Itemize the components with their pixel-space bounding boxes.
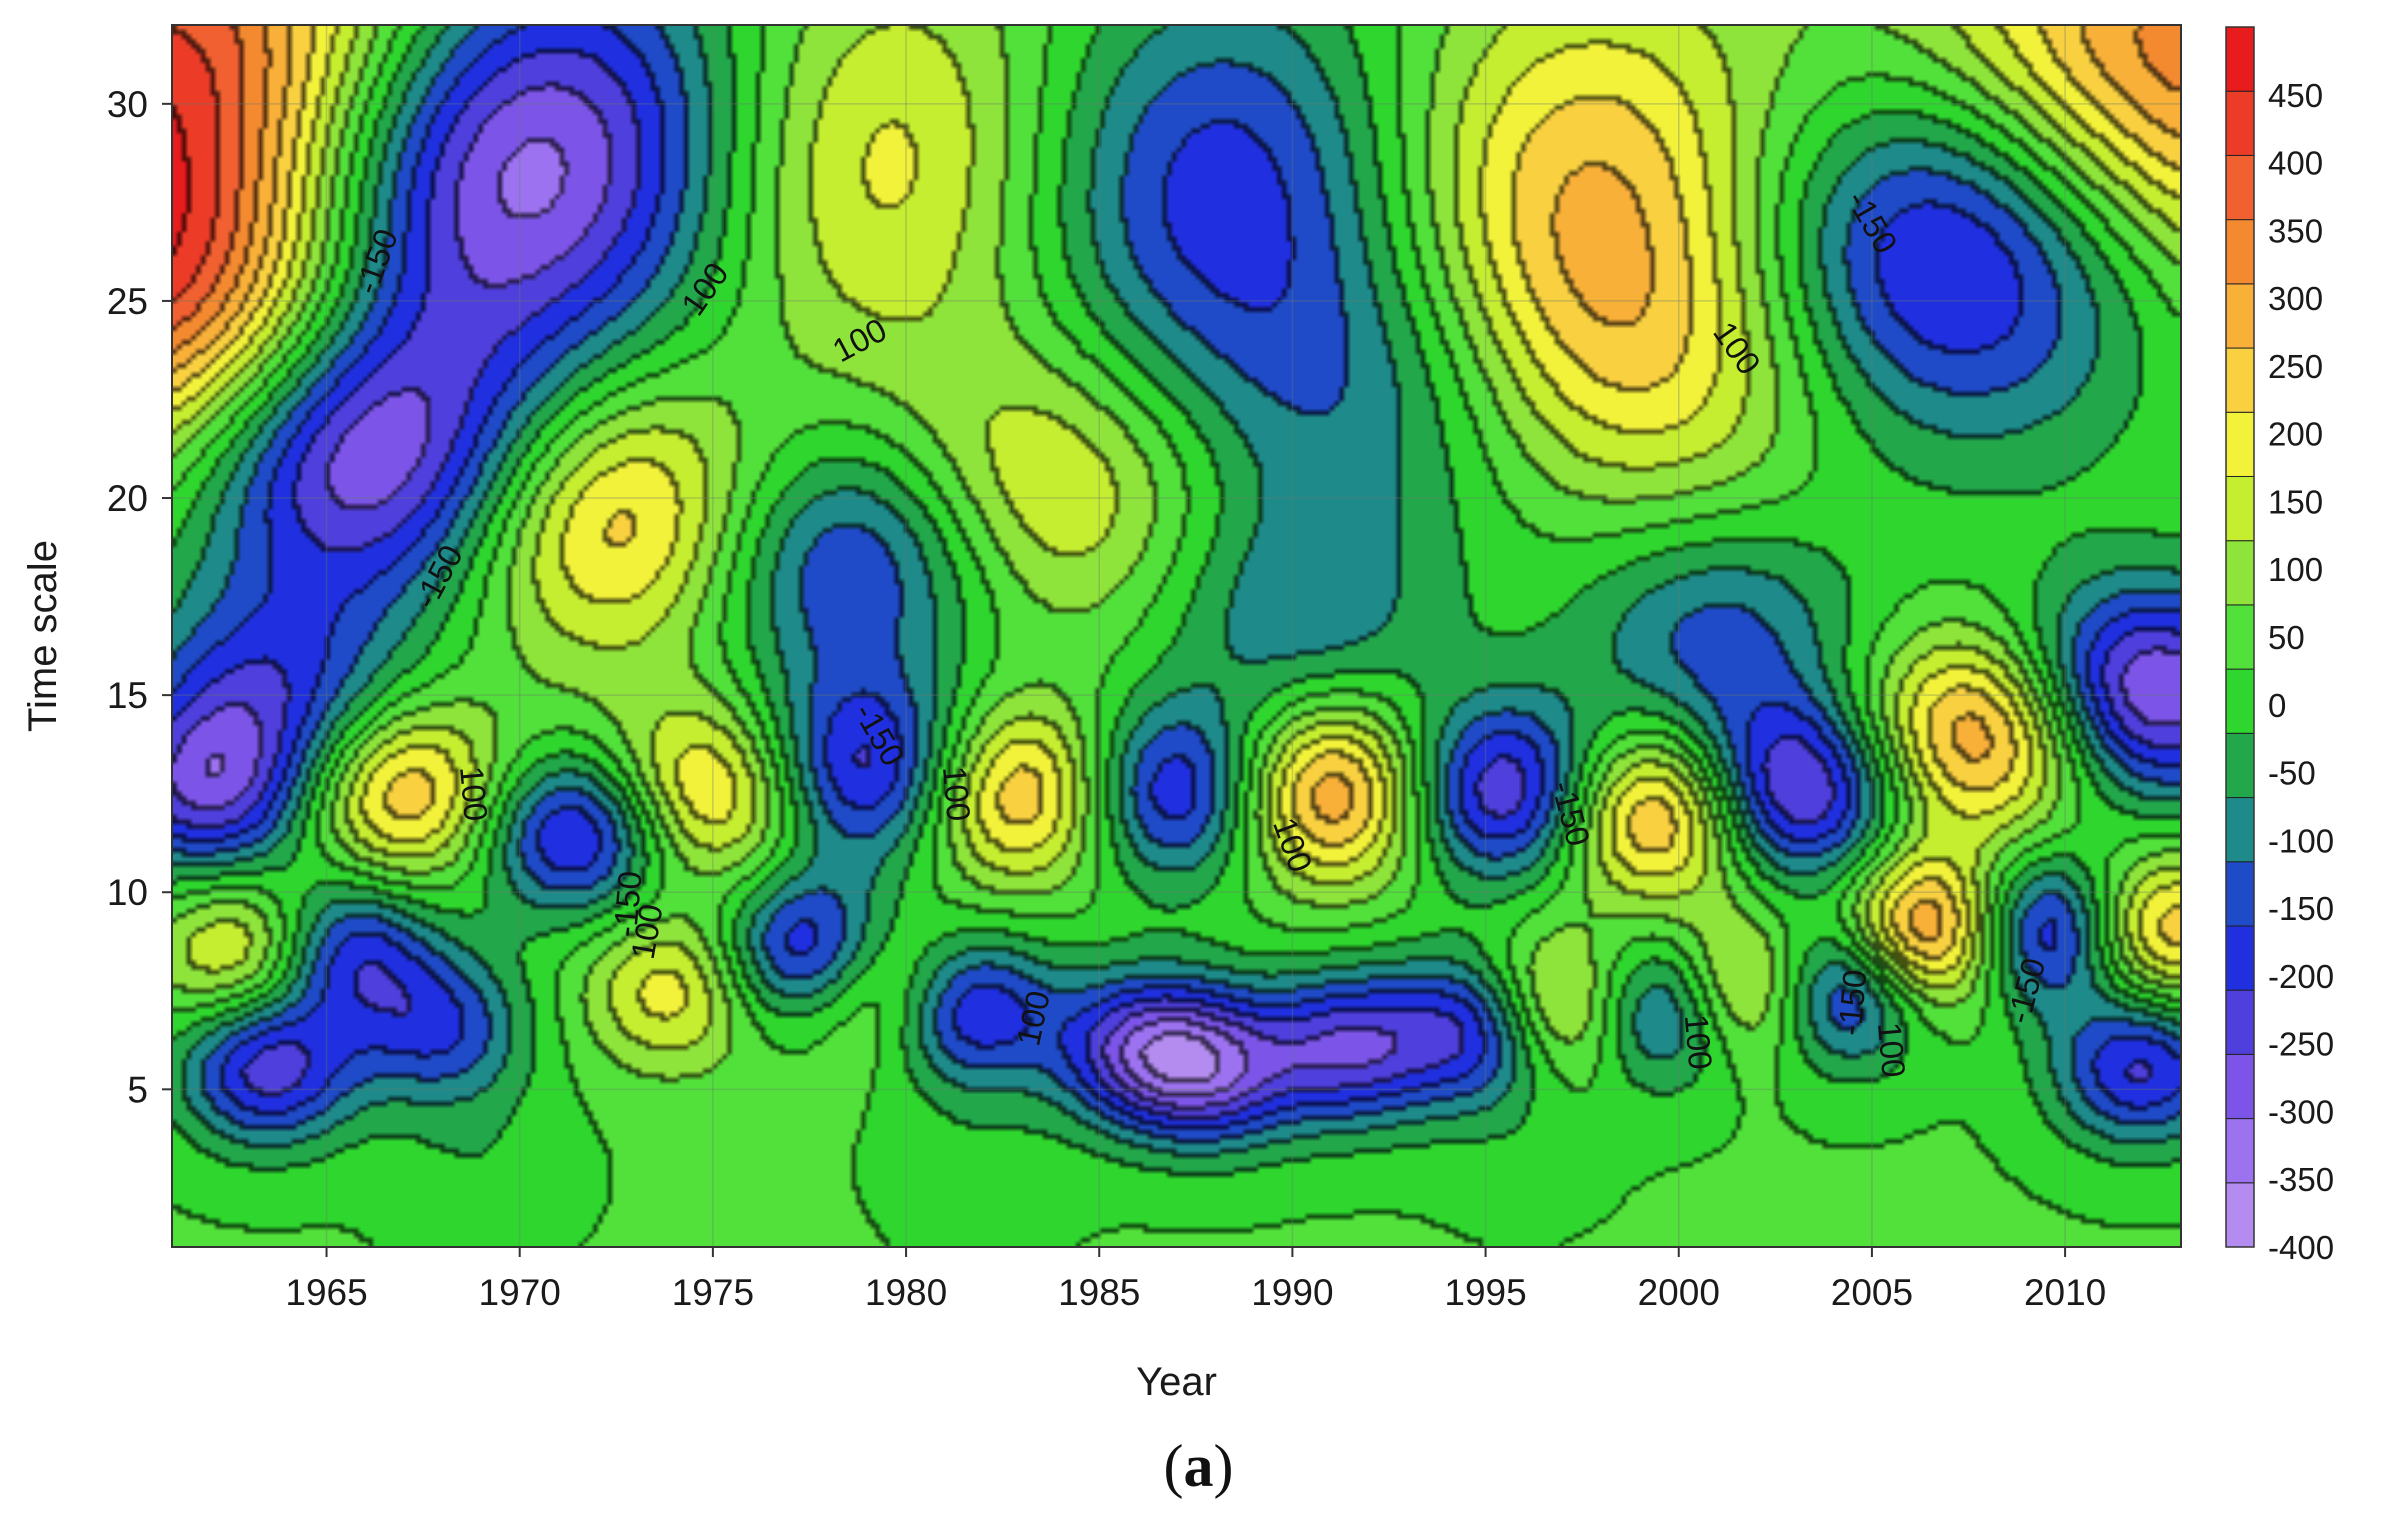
x-tick-label: 1985 (1058, 1272, 1140, 1313)
y-tick-label: 25 (107, 281, 148, 322)
x-tick-label: 1995 (1444, 1272, 1526, 1313)
colorbar-band (2225, 475, 2255, 542)
caption-close: ) (1213, 1433, 1234, 1499)
colorbar-tick-label: 100 (2268, 551, 2323, 588)
y-tick-label: 20 (107, 478, 148, 519)
colorbar-tick-label: 0 (2268, 687, 2286, 724)
colorbar-tick-label: 50 (2268, 619, 2305, 656)
colorbar-tick-label: 200 (2268, 416, 2323, 453)
colorbar-band (2225, 1182, 2255, 1248)
colorbar-tick-label: -200 (2268, 958, 2334, 995)
colorbar-band (2225, 1118, 2255, 1184)
colorbar-band (2225, 1053, 2255, 1120)
colorbar-band (2225, 411, 2255, 477)
x-axis-title: Year (1136, 1360, 1217, 1404)
colorbar-tick-label: -100 (2268, 822, 2334, 859)
colorbar-tick-label: 250 (2268, 348, 2323, 385)
colorbar-band (2225, 732, 2255, 799)
contour-fill (172, 25, 2181, 1247)
x-tick-label: 2000 (1638, 1272, 1720, 1313)
plot-area (172, 25, 2181, 1247)
y-tick-label: 30 (107, 84, 148, 125)
colorbar-band (2225, 989, 2255, 1055)
y-axis: 5 10 15 20 25 30 (107, 84, 172, 1110)
y-tick-label: 5 (127, 1069, 148, 1110)
x-tick-label: 1990 (1251, 1272, 1333, 1313)
colorbar-frame (2225, 26, 2255, 1248)
colorbar-band (2225, 604, 2255, 670)
colorbar-tick-label: -150 (2268, 890, 2334, 927)
colorbar-tick-label: 300 (2268, 280, 2323, 317)
colorbar-band (2225, 347, 2255, 413)
contour-label: -150 (606, 869, 649, 938)
colorbar-band (2225, 219, 2255, 285)
colorbar-band (2225, 154, 2255, 221)
x-tick-label: 1980 (865, 1272, 947, 1313)
plot-frame (171, 24, 2182, 1248)
caption-letter: a (1183, 1433, 1214, 1499)
colorbar-band (2225, 283, 2255, 349)
x-tick-label: 1975 (672, 1272, 754, 1313)
y-tick-label: 15 (107, 675, 148, 716)
colorbar-tick-label: -300 (2268, 1093, 2334, 1130)
colorbar-tick-label: 400 (2268, 145, 2323, 182)
contour-label: 100 (453, 765, 495, 823)
contour-label: 100 (936, 765, 978, 823)
x-tick-label: 1965 (285, 1272, 367, 1313)
x-tick-label: 2010 (2024, 1272, 2106, 1313)
contour-figure: 1965 1970 1975 1980 1985 1990 1995 2000 2005 2010… (21, 24, 2334, 1404)
x-tick-label: 2005 (1831, 1272, 1913, 1313)
colorbar-tick-label: -350 (2268, 1161, 2334, 1198)
contour-label: 100 (1678, 1013, 1720, 1071)
colorbar-tick-label: 150 (2268, 483, 2323, 520)
colorbar-band (2225, 26, 2255, 92)
colorbar-tick-label: 450 (2268, 77, 2323, 114)
colorbar-band (2225, 861, 2255, 927)
colorbar-band (2225, 797, 2255, 863)
colorbar-band (2225, 668, 2255, 734)
x-tick-label: 1970 (479, 1272, 561, 1313)
x-axis: 1965 1970 1975 1980 1985 1990 1995 2000 2005 2010 (285, 1247, 2106, 1313)
colorbar-tick-label: -400 (2268, 1229, 2334, 1266)
colorbar-band (2225, 540, 2255, 606)
contour-label: 100 (1871, 1021, 1913, 1079)
colorbar-tick-label: -50 (2268, 755, 2316, 792)
chart-svg: 1965 1970 1975 1980 1985 1990 1995 2000 2005 2010… (21, 24, 2334, 1404)
contour-label: -150 (1831, 968, 1874, 1037)
grid-lines (172, 25, 2181, 1247)
colorbar: 450 400 350 300 250 200 150 100 50 0 -50 -100 -150 -2… (2225, 26, 2334, 1266)
figure-caption: (a) (0, 1432, 2397, 1501)
colorbar-band (2225, 90, 2255, 156)
colorbar-tick-label: -250 (2268, 1026, 2334, 1063)
caption-open: ( (1163, 1433, 1184, 1499)
y-axis-title: Time scale (21, 540, 65, 732)
y-tick-label: 10 (107, 872, 148, 913)
colorbar-band (2225, 925, 2255, 991)
colorbar-tick-label: 350 (2268, 212, 2323, 249)
